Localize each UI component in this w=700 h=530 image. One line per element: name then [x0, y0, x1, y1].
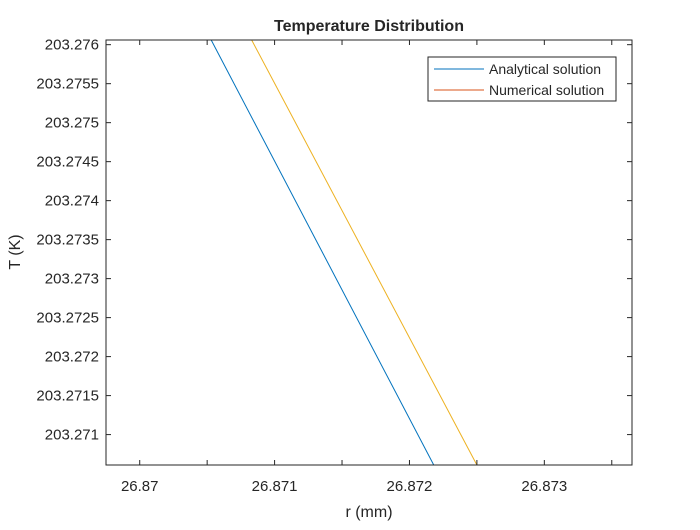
series-layer	[210, 40, 478, 465]
x-tick-label: 26.872	[387, 478, 433, 495]
y-tick-label: 203.2735	[36, 232, 99, 249]
legend-box	[427, 56, 617, 102]
x-tick-label: 26.87	[121, 478, 159, 495]
y-tick-label: 203.272	[45, 349, 99, 366]
legend: Analytical solution Numerical solution	[427, 56, 617, 102]
legend-label-numerical: Numerical solution	[489, 82, 604, 98]
y-tick-label: 203.273	[45, 271, 99, 288]
series-line-1	[251, 40, 478, 465]
x-axis-label: r (mm)	[345, 504, 392, 521]
legend-label-analytical: Analytical solution	[489, 61, 601, 77]
chart-title: Temperature Distribution	[274, 18, 464, 35]
y-tick-label: 203.275	[45, 115, 99, 132]
y-tick-label: 203.2755	[36, 76, 99, 93]
y-tick-label: 203.2715	[36, 388, 99, 405]
y-tick-label: 203.2745	[36, 154, 99, 171]
axes-box	[105, 39, 633, 466]
plot-area	[106, 40, 632, 465]
y-tick-label: 203.271	[45, 427, 99, 444]
series-line-0	[210, 40, 435, 465]
x-tick-label: 26.873	[521, 478, 567, 495]
y-axis-label: T (K)	[7, 234, 24, 269]
y-tick-label: 203.2725	[36, 310, 99, 327]
x-tick-label: 26.871	[252, 478, 298, 495]
axes-layer: 26.87 26.871 26.872 26.873 203.271 203.2715 20…	[36, 37, 633, 495]
y-tick-label: 203.274	[45, 193, 99, 210]
y-tick-label: 203.276	[45, 37, 99, 54]
